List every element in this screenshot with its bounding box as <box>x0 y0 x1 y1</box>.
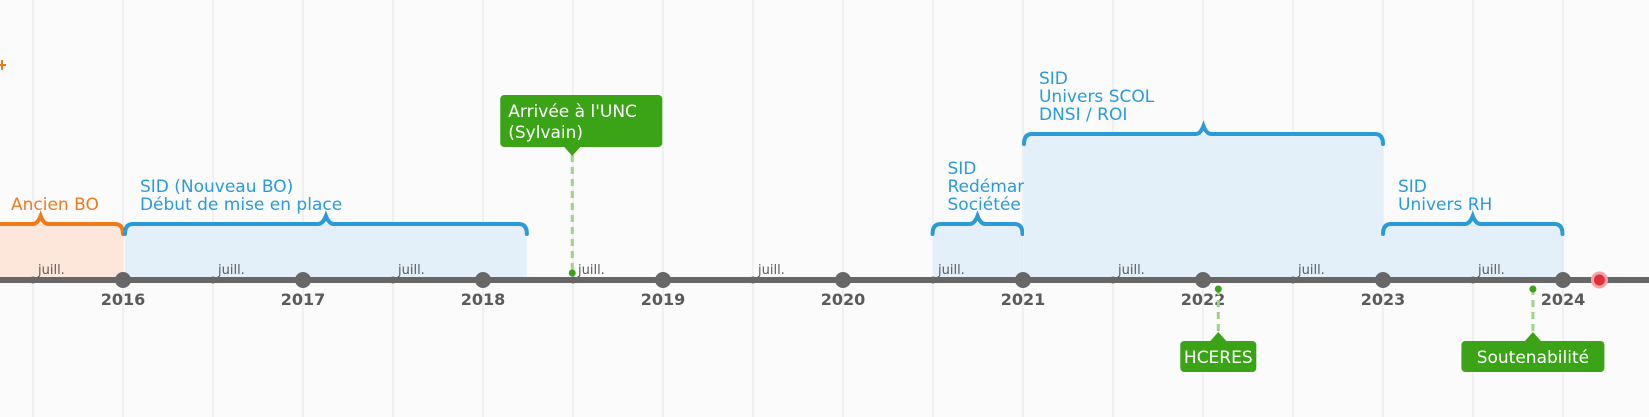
year-label: 2024 <box>1541 290 1586 309</box>
today-marker <box>1590 271 1608 289</box>
event-soutenabilite <box>1461 285 1605 372</box>
period-sid-nouveau-bo <box>122 210 529 280</box>
event-box <box>500 95 663 147</box>
year-label: 2021 <box>1001 290 1046 309</box>
event-box <box>1180 341 1257 372</box>
mid-year-label: juill. <box>757 263 785 278</box>
mid-year-tick <box>29 276 37 284</box>
mid-year-tick <box>1109 276 1117 284</box>
period-area <box>0 224 123 280</box>
event-dot <box>1214 285 1222 293</box>
year-tick <box>835 272 851 288</box>
mid-year-label: juill. <box>397 263 425 278</box>
event-pointer <box>564 147 581 156</box>
event-pointer <box>1210 332 1227 341</box>
period-brace <box>930 210 1025 236</box>
mid-year-label: juill. <box>217 263 245 278</box>
period-sid-univers-rh <box>1381 210 1565 280</box>
year-tick <box>475 272 491 288</box>
period-brace <box>1021 120 1385 146</box>
year-label: 2019 <box>641 290 686 309</box>
year-label: 2016 <box>101 290 146 309</box>
mid-year-tick <box>1289 276 1297 284</box>
offscreen-marker-fragment <box>0 60 6 70</box>
mid-year-label: juill. <box>937 263 965 278</box>
period-label: SID <box>948 159 977 179</box>
year-label: 2018 <box>461 290 506 309</box>
event-label: Soutenabilité <box>1477 348 1589 368</box>
period-label: Début de mise en place <box>140 195 342 215</box>
year-label: 2020 <box>821 290 866 309</box>
period-label: SID <box>1039 69 1068 89</box>
event-label: (Sylvain) <box>508 123 583 143</box>
year-tick <box>115 272 131 288</box>
year-tick <box>655 272 671 288</box>
year-tick <box>295 272 311 288</box>
period-label: Ancien BO <box>11 195 99 215</box>
year-tick <box>1555 272 1571 288</box>
period-label: SID (Nouveau BO) <box>140 177 293 197</box>
period-label: SID <box>1398 177 1427 197</box>
period-area <box>1023 134 1383 280</box>
year-label: 2022 <box>1181 290 1226 309</box>
period-ancien-bo <box>0 210 125 280</box>
period-label: Univers SCOL <box>1039 87 1155 107</box>
year-tick <box>1015 272 1031 288</box>
mid-year-tick <box>749 276 757 284</box>
mid-year-tick <box>929 276 937 284</box>
event-box <box>1461 341 1605 372</box>
year-label: 2023 <box>1361 290 1406 309</box>
period-label: Univers RH <box>1398 195 1492 215</box>
year-tick <box>1375 272 1391 288</box>
mid-year-label: juill. <box>37 263 65 278</box>
event-label: Arrivée à l'UNC <box>508 102 637 122</box>
period-area <box>1383 224 1563 280</box>
event-dot <box>568 269 576 277</box>
period-sid-univers-scol <box>1021 120 1385 280</box>
period-brace <box>122 210 529 236</box>
mid-year-tick <box>209 276 217 284</box>
period-area <box>124 224 527 280</box>
period-label: DNSI / ROI <box>1039 105 1127 125</box>
mid-year-label: juill. <box>577 263 605 278</box>
mid-year-tick <box>1469 276 1477 284</box>
event-label: HCERES <box>1184 348 1253 368</box>
period-area <box>932 224 1023 280</box>
period-sid-redemarrage <box>930 210 1025 280</box>
mid-year-tick <box>389 276 397 284</box>
period-brace <box>1381 210 1565 236</box>
year-label: 2017 <box>281 290 326 309</box>
event-dot <box>1529 285 1537 293</box>
mid-year-label: juill. <box>1297 263 1325 278</box>
mid-year-label: juill. <box>1117 263 1145 278</box>
event-arrivee-unc <box>500 95 663 277</box>
mid-year-tick <box>569 276 577 284</box>
year-tick <box>1195 272 1211 288</box>
event-hceres <box>1180 285 1257 372</box>
mid-year-label: juill. <box>1477 263 1505 278</box>
period-brace <box>0 210 125 236</box>
event-pointer <box>1524 332 1541 341</box>
